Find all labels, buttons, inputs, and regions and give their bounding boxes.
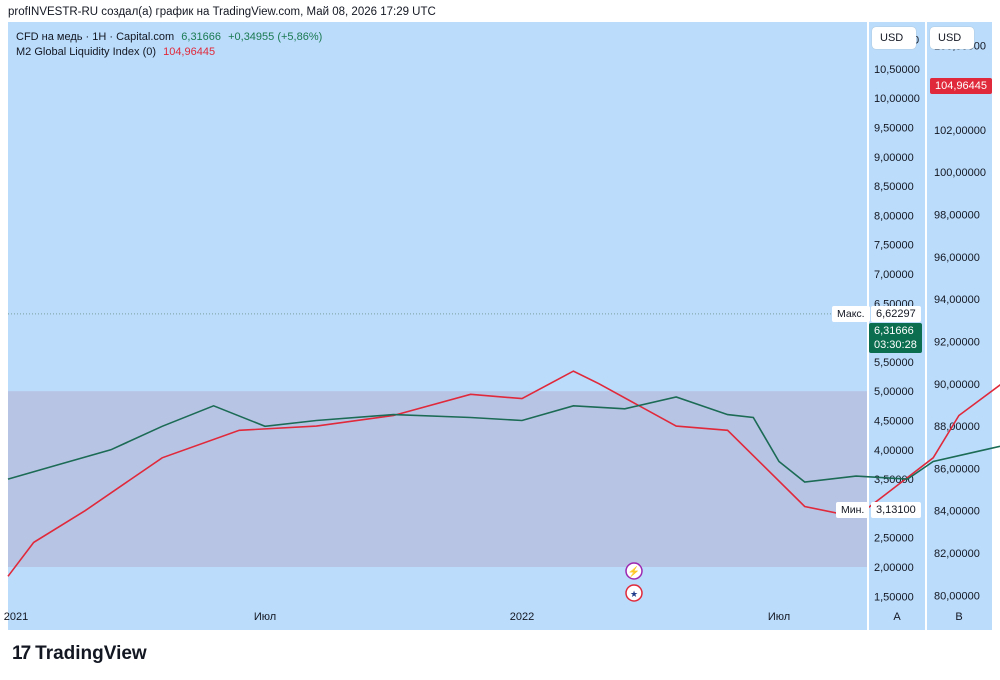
- left-axis-tick: 10,50000: [874, 64, 920, 76]
- left-axis-tick: 7,00000: [874, 269, 914, 281]
- right-axis-tick: 102,00000: [934, 125, 986, 137]
- max-label: Макс.: [832, 306, 870, 322]
- legend-m2[interactable]: M2 Global Liquidity Index (0) 104,96445: [16, 46, 215, 58]
- left-currency-button[interactable]: USD: [872, 27, 916, 49]
- time-axis-ticks: 2021Июл2022Июл2023Июл2024Июл2025Июл2026И…: [4, 611, 790, 623]
- current-price-tag: 6,31666 03:30:28: [869, 323, 922, 353]
- right-axis-tick: 86,00000: [934, 463, 980, 475]
- legend-copper[interactable]: CFD на медь · 1H · Capital.com 6,31666 +…: [16, 31, 322, 43]
- left-axis-tick: 8,00000: [874, 210, 914, 222]
- svg-text:★: ★: [630, 589, 638, 599]
- min-value: 3,13100: [871, 502, 921, 518]
- time-axis-tick: 2021: [4, 611, 28, 623]
- time-axis-tick: Июл: [768, 611, 790, 623]
- svg-text:⚡: ⚡: [628, 565, 640, 578]
- left-axis-tick: 1,50000: [874, 591, 914, 603]
- author-line: profINVESTR-RU создал(а) график на Tradi…: [8, 6, 436, 18]
- left-axis-tick: 9,50000: [874, 122, 914, 134]
- right-axis-tick: 90,00000: [934, 379, 980, 391]
- left-axis-tick: 3,50000: [874, 474, 914, 486]
- left-axis-tick: 4,00000: [874, 445, 914, 457]
- max-value: 6,62297: [871, 306, 921, 322]
- chart[interactable]: 11,0000010,5000010,000009,500009,000008,…: [0, 22, 1000, 630]
- brand-name: TradingView: [35, 643, 147, 664]
- left-axis-tick: 7,50000: [874, 240, 914, 252]
- right-scale-letter[interactable]: B: [955, 611, 962, 623]
- right-axis-tick: 92,00000: [934, 336, 980, 348]
- time-axis-panel: [8, 608, 992, 630]
- right-axis-tick: 82,00000: [934, 548, 980, 560]
- right-axis-tick: 98,00000: [934, 210, 980, 222]
- right-axis-tick: 80,00000: [934, 590, 980, 602]
- legend-m2-value: 104,96445: [163, 46, 216, 58]
- left-axis-tick: 2,50000: [874, 533, 914, 545]
- legend-m2-label: M2 Global Liquidity Index (0): [16, 46, 157, 58]
- right-axis-panel: [926, 22, 992, 608]
- current-price-value: 6,31666: [874, 325, 914, 337]
- right-currency-button[interactable]: USD: [930, 27, 974, 49]
- min-label: Мин.: [836, 502, 870, 518]
- event-icon-us-flag[interactable]: ★: [625, 584, 643, 602]
- left-axis-tick: 10,00000: [874, 93, 920, 105]
- time-axis-tick: 2022: [510, 611, 534, 623]
- bar-countdown: 03:30:28: [874, 339, 917, 351]
- left-axis-tick: 5,50000: [874, 357, 914, 369]
- time-axis-tick: Июл: [254, 611, 276, 623]
- right-axis-tick: 94,00000: [934, 294, 980, 306]
- tradingview-logo[interactable]: 17 TradingView: [12, 643, 147, 665]
- legend-copper-label: CFD на медь · 1H · Capital.com: [16, 31, 175, 43]
- right-axis-tick: 88,00000: [934, 421, 980, 433]
- left-axis-tick: 9,00000: [874, 152, 914, 164]
- tradingview-logo-icon: 17: [12, 643, 31, 664]
- event-icon-lightning[interactable]: ⚡: [625, 562, 643, 580]
- left-axis-tick: 5,00000: [874, 386, 914, 398]
- left-axis-tick: 4,50000: [874, 415, 914, 427]
- left-axis-tick: 8,50000: [874, 181, 914, 193]
- copper-series-line: [7, 396, 1000, 483]
- legend-copper-value: 6,31666: [181, 31, 222, 43]
- right-axis-tick: 96,00000: [934, 252, 980, 264]
- legend-copper-change: +0,34955 (+5,86%): [228, 31, 323, 43]
- m2-series-line: [7, 370, 1000, 577]
- m2-current-tag: 104,96445: [930, 78, 992, 94]
- right-axis-tick: 84,00000: [934, 506, 980, 518]
- left-scale-letter[interactable]: A: [893, 611, 901, 623]
- left-axis-tick: 2,00000: [874, 562, 914, 574]
- range-band: [8, 391, 868, 567]
- right-axis-tick: 100,00000: [934, 167, 986, 179]
